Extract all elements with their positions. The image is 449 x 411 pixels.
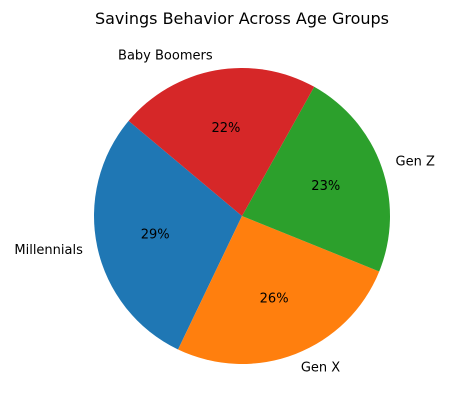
slice-label-gen-z: Gen Z [396, 154, 435, 169]
chart-title: Savings Behavior Across Age Groups [95, 9, 389, 28]
pie-slices [94, 68, 390, 364]
pct-label-baby-boomers: 22% [212, 121, 241, 136]
pie-slice-gen-x [178, 216, 380, 364]
slice-label-millennials: Millennials [14, 243, 83, 258]
slice-label-gen-x: Gen X [301, 360, 340, 375]
pie-slice-millennials [94, 120, 242, 350]
pct-label-gen-x: 26% [260, 291, 289, 306]
pie-slice-gen-z [242, 86, 390, 272]
slice-label-baby-boomers: Baby Boomers [118, 48, 213, 63]
pct-label-gen-z: 23% [311, 179, 340, 194]
pie-labels: Millennials 29% Gen X 26% Gen Z 23% Baby Boome… [14, 48, 435, 375]
pct-label-millennials: 29% [141, 227, 170, 242]
pie-slice-baby-boomers [128, 68, 315, 216]
